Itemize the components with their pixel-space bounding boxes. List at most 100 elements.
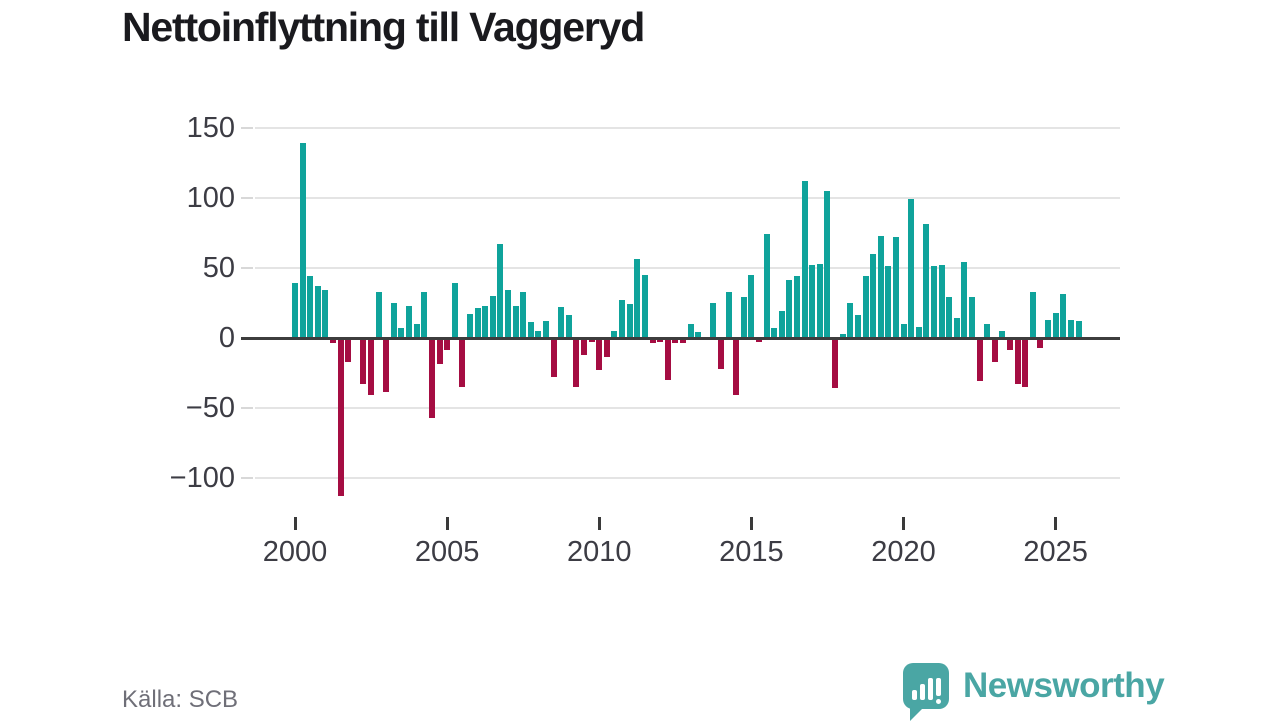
bar	[1022, 337, 1029, 387]
y-tick-mark	[241, 406, 253, 409]
x-tick-mark	[902, 517, 906, 530]
source-note: Källa: SCB	[122, 686, 239, 713]
bar	[292, 283, 298, 338]
bar	[398, 328, 405, 338]
gridline	[255, 476, 1120, 479]
bar	[1060, 294, 1067, 338]
bar	[1052, 312, 1059, 338]
bar	[330, 337, 337, 344]
bar	[809, 265, 816, 338]
bar	[816, 263, 823, 338]
bar	[520, 291, 527, 338]
bar	[619, 300, 626, 338]
bar	[771, 328, 778, 338]
bar	[322, 290, 329, 338]
bar	[535, 330, 542, 338]
x-tick-label: 2005	[414, 536, 480, 568]
x-tick-label: 2020	[871, 536, 936, 568]
bar	[862, 276, 869, 338]
bar	[946, 297, 953, 338]
bar	[581, 337, 588, 355]
bar	[360, 337, 367, 384]
bar	[489, 295, 496, 338]
bar	[908, 199, 915, 338]
bar	[1007, 337, 1014, 351]
bar	[657, 337, 664, 342]
bar	[923, 224, 930, 338]
bar	[733, 337, 740, 396]
bar	[459, 337, 466, 387]
bar	[527, 322, 534, 338]
bar	[573, 337, 580, 387]
x-tick-mark	[1054, 517, 1058, 530]
bar	[375, 291, 382, 338]
y-tick-mark	[241, 196, 253, 199]
bar	[877, 235, 884, 338]
x-tick-label: 2010	[567, 536, 632, 568]
bar	[991, 337, 998, 362]
bar	[474, 308, 481, 338]
x-tick-label: 2015	[719, 536, 784, 568]
bar	[930, 266, 937, 338]
bar	[938, 265, 945, 338]
gridline	[255, 266, 1120, 269]
bar	[596, 337, 603, 370]
bar	[695, 332, 702, 338]
bar-chart-plot-area: 150 100 50 0 −50 −100 2000 2005 2010 2015 2020 2025	[170, 112, 1127, 568]
bar	[839, 333, 846, 338]
x-tick-mark	[293, 517, 297, 530]
x-tick-mark	[749, 517, 753, 530]
bar	[390, 302, 397, 338]
bar	[710, 302, 717, 338]
bar	[603, 337, 610, 358]
bar	[482, 305, 489, 338]
y-tick-label: 150	[186, 111, 235, 144]
bar	[900, 323, 907, 338]
y-tick-label: 0	[218, 321, 235, 354]
bar	[969, 297, 976, 338]
bar	[778, 311, 785, 338]
gridline	[255, 406, 1120, 409]
bar	[717, 337, 724, 369]
newsworthy-bubble-chart-icon	[903, 663, 949, 721]
bar	[497, 244, 504, 338]
newsworthy-logo: Newsworthy	[903, 663, 1165, 721]
bar	[756, 337, 763, 342]
chart-title: Nettoinflyttning till Vaggeryd	[122, 4, 645, 50]
bar	[672, 337, 679, 344]
bar	[345, 337, 352, 362]
bar	[451, 283, 458, 338]
bar	[1037, 337, 1044, 348]
x-tick-label: 2000	[262, 536, 328, 568]
bar	[626, 304, 633, 338]
newsworthy-logo-text: Newsworthy	[963, 666, 1165, 705]
bar	[299, 143, 306, 338]
bar	[748, 274, 755, 338]
bar-chart-exclamation-icon	[903, 663, 949, 709]
bar	[847, 302, 854, 338]
bar	[794, 276, 801, 338]
gridline	[255, 126, 1120, 129]
bar	[725, 291, 732, 338]
bar	[999, 330, 1006, 338]
bar	[854, 315, 861, 338]
bar	[314, 286, 321, 338]
bar	[634, 259, 641, 338]
bar	[664, 337, 671, 380]
bar	[687, 323, 694, 338]
bar	[558, 307, 565, 338]
bar	[428, 337, 435, 418]
bar	[641, 274, 648, 338]
bar	[550, 337, 557, 377]
bar	[786, 280, 793, 338]
bar	[1045, 319, 1052, 338]
bar	[1014, 337, 1021, 384]
zero-axis-line	[255, 336, 1120, 340]
bar	[383, 337, 390, 393]
bar	[892, 237, 899, 338]
bar	[832, 337, 839, 389]
y-tick-label: 50	[202, 251, 235, 284]
bar	[421, 291, 428, 338]
bar	[504, 290, 511, 338]
bar	[870, 253, 877, 338]
